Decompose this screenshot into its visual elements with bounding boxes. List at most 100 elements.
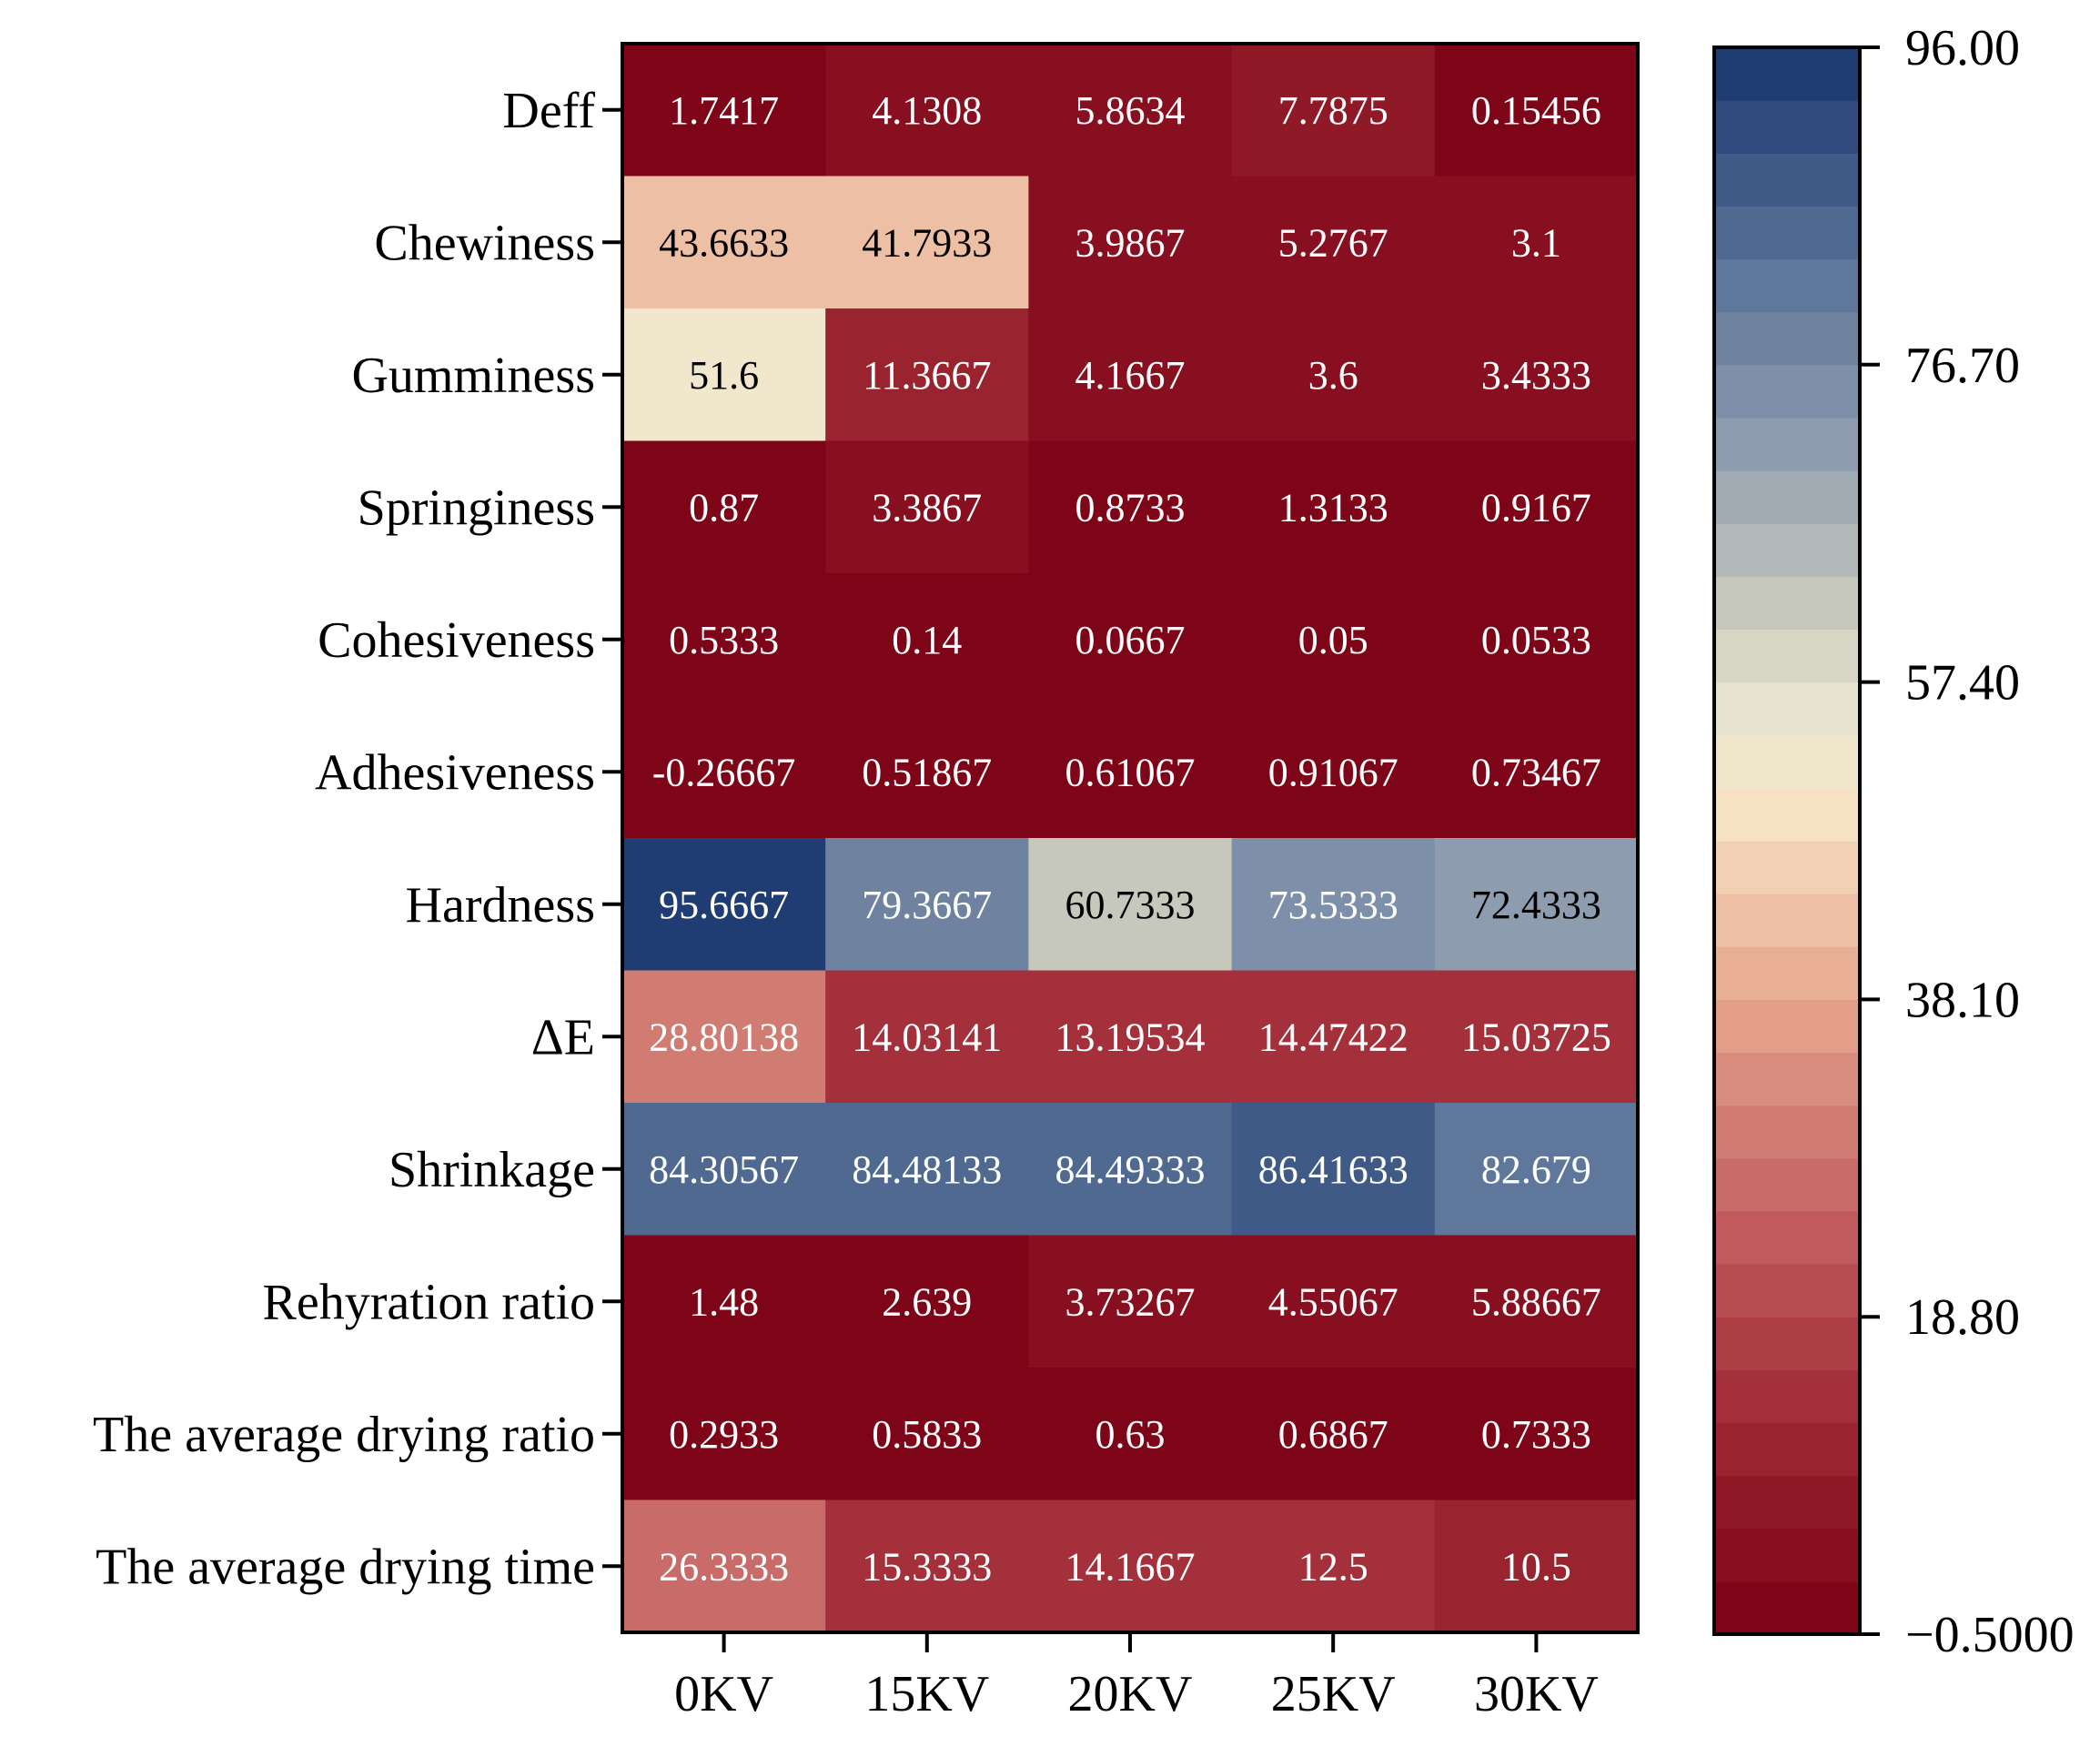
colorbar-ticks: 96.00 76.70 57.40 38.10 18.80 −0.5000 [1860,20,2075,1663]
heatmap-cell [1028,44,1233,177]
heatmap-cell [1231,838,1436,972]
cell-value-label: 0.51867 [862,750,992,794]
colorbar-band [1714,206,1860,260]
heatmap-cell [622,44,826,177]
heatmap-cell [1231,705,1436,839]
colorbar [1714,47,1860,1635]
cell-value-label: 1.48 [689,1279,759,1324]
cell-value-label: 51.6 [689,353,759,398]
heatmap-cell [622,1235,826,1368]
colorbar-band [1714,1264,1860,1318]
heatmap-cell [825,1368,1029,1501]
heatmap-cell [622,308,826,442]
colorbar-band [1714,1317,1860,1370]
colorbar-band [1714,1580,1860,1635]
heatmap-cell [825,176,1029,309]
heatmap-cell [1434,176,1639,309]
cell-value-label: 0.05 [1298,618,1368,662]
y-axis-tick-label: Gumminess [351,348,595,404]
y-axis-tick-label: ΔE [531,1009,595,1065]
heatmap-cell [622,440,826,574]
heatmap-cell [1028,970,1233,1104]
colorbar-band [1714,1210,1860,1265]
colorbar-band [1714,47,1860,101]
cell-value-label: 11.3667 [863,353,991,398]
colorbar-band [1714,576,1860,631]
colorbar-band [1714,999,1860,1054]
heatmap-cell [825,440,1029,574]
heatmap-cell [1434,44,1639,177]
colorbar-band [1714,946,1860,1000]
heatmap-cell [1434,1235,1639,1368]
heatmap-cell [1028,1368,1233,1501]
heatmap-cell [622,970,826,1104]
heatmap-cell [1028,440,1233,574]
cell-value-label: 79.3667 [862,883,992,927]
colorbar-band [1714,734,1860,789]
heatmap-cell [1028,176,1233,309]
heatmap-cell [622,176,826,309]
cell-value-label: 0.6867 [1278,1412,1388,1457]
cell-value-label: 73.5333 [1268,883,1398,927]
heatmap-cells [622,44,1639,1633]
colorbar-tick-label: 57.40 [1905,655,2020,712]
y-axis-tick-label: Adhesiveness [315,744,595,801]
x-axis-tick-label: 15KV [864,1666,989,1722]
colorbar-band [1714,470,1860,524]
cell-value-label: 0.2933 [669,1412,779,1457]
cell-value-label: 5.88667 [1471,1279,1601,1324]
heatmap-cell [1231,1103,1436,1237]
colorbar-band [1714,1157,1860,1212]
heatmap-cell [622,838,826,972]
cell-value-label: 95.6667 [659,883,789,927]
colorbar-band [1714,1105,1860,1159]
heatmap-cell [825,1103,1029,1237]
cell-value-label: 41.7933 [862,220,992,265]
colorbar-band [1714,153,1860,207]
heatmap-cell [825,838,1029,972]
x-axis-tick-label: 0KV [674,1666,773,1722]
cell-value-label: 0.73467 [1471,750,1601,794]
cell-value-label: 0.0667 [1075,618,1186,662]
heatmap-cell [825,1500,1029,1633]
cell-value-label: 1.7417 [669,88,779,133]
y-axis-tick-label: Hardness [406,877,595,934]
cell-value-label: 72.4333 [1471,883,1601,927]
cell-value-label: 0.87 [689,485,759,530]
heatmap-cell [825,1235,1029,1368]
cell-value-label: 84.49333 [1055,1147,1206,1192]
cell-value-label: 0.15456 [1471,88,1601,133]
heatmap-cell [622,1500,826,1633]
y-axis-tick-label: Springiness [358,480,595,536]
heatmap-cell [1231,440,1436,574]
cell-value-label: 0.63 [1095,1412,1166,1457]
cell-value-label: 0.61067 [1065,750,1196,794]
heatmap-cell [1434,1103,1639,1237]
heatmap-cell [1434,308,1639,442]
colorbar-band [1714,841,1860,894]
heatmap-cell [1028,838,1233,972]
heatmap-cell [1434,573,1639,707]
cell-value-label: 43.6633 [659,220,789,265]
cell-value-label: 14.1667 [1065,1544,1196,1589]
x-axis-tick-label: 20KV [1068,1666,1193,1722]
x-axis: 0KV 15KV 20KV 25KV 30KV [674,1632,1599,1722]
y-axis-tick-label: Chewiness [374,215,595,271]
colorbar-band [1714,1475,1860,1530]
cell-value-label: 4.1667 [1075,353,1186,398]
cell-value-label: 3.6 [1308,353,1358,398]
heatmap-cell [1231,1368,1436,1501]
cell-value-label: 4.1308 [872,88,982,133]
heatmap-cell [622,1368,826,1501]
heatmap-cell [1231,1235,1436,1368]
heatmap-cell [825,705,1029,839]
x-axis-tick-label: 30KV [1474,1666,1599,1722]
heatmap-cell [1028,1500,1233,1633]
cell-value-label: 3.4333 [1481,353,1591,398]
colorbar-band [1714,1528,1860,1582]
colorbar-tick-label: 96.00 [1905,20,2020,76]
heatmap-cell [1434,440,1639,574]
heatmap-cell [825,308,1029,442]
heatmap-cell [1434,838,1639,972]
